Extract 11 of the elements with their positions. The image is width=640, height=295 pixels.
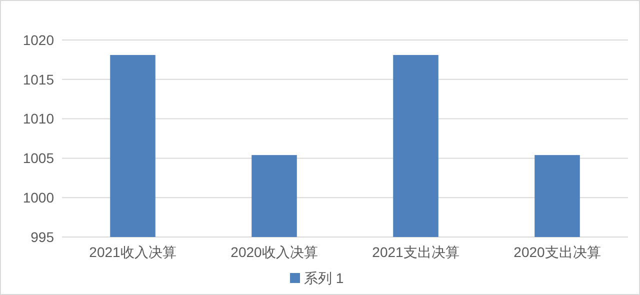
x-tick-label: 2021支出决算 bbox=[372, 244, 460, 260]
legend-label: 系列 1 bbox=[304, 270, 344, 286]
x-tick-label: 2021收入决算 bbox=[89, 244, 176, 260]
y-tick-label: 1000 bbox=[22, 190, 54, 206]
y-tick-label: 1010 bbox=[22, 110, 54, 127]
y-tick-label: 1005 bbox=[22, 150, 54, 166]
y-tick-label: 995 bbox=[30, 228, 54, 245]
y-tick-label: 1015 bbox=[22, 71, 54, 88]
x-tick-label: 2020收入决算 bbox=[230, 244, 318, 260]
y-tick-label: 1020 bbox=[22, 32, 54, 48]
x-tick-label: 2020支出决算 bbox=[514, 244, 601, 260]
